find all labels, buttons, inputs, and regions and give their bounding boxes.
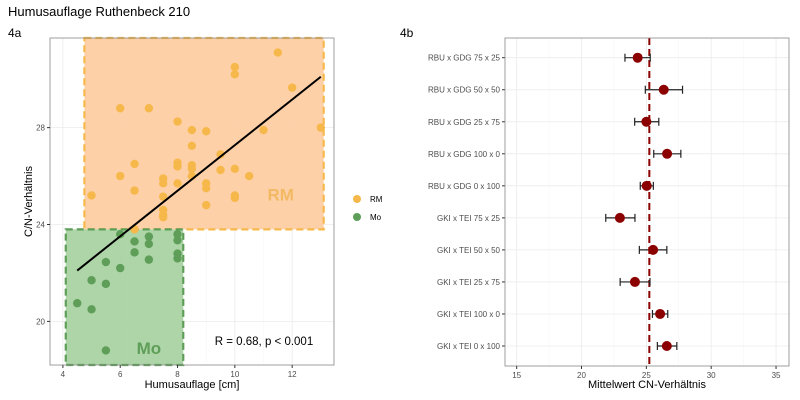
data-point-rm bbox=[158, 192, 168, 201]
data-point-mo bbox=[116, 230, 125, 239]
data-point-rm bbox=[187, 125, 197, 135]
y-tick-label: 28 bbox=[36, 124, 45, 133]
regression-line bbox=[76, 75, 322, 272]
data-point-rm bbox=[158, 179, 168, 188]
panel-label-4b: 4b bbox=[400, 26, 414, 40]
y-tick-label: GKI x TEI 100 x 0 bbox=[437, 310, 501, 319]
plot-border bbox=[49, 37, 335, 366]
data-point-mo bbox=[101, 257, 111, 267]
data-point-mo bbox=[173, 236, 182, 245]
y-tick-label: GKI x TEI 75 x 25 bbox=[437, 214, 501, 223]
x-tick-label: 6 bbox=[118, 370, 123, 379]
data-point-mo bbox=[144, 255, 154, 264]
mean-point bbox=[658, 84, 669, 95]
data-point-mo bbox=[101, 279, 111, 289]
mean-point bbox=[641, 116, 652, 127]
x-tick-label: 25 bbox=[642, 371, 651, 380]
data-point-rm bbox=[158, 213, 168, 222]
data-point-rm bbox=[230, 62, 240, 72]
y-tick-label: GKI x TEI 50 x 50 bbox=[437, 246, 501, 255]
legend-key-rm bbox=[353, 195, 361, 203]
y-tick-label: 24 bbox=[36, 221, 45, 230]
data-point-mo bbox=[87, 305, 96, 314]
data-point-rm bbox=[87, 191, 96, 200]
y-tick-label: RBU x GDG 0 x 100 bbox=[428, 182, 501, 191]
legend-key-mo bbox=[353, 213, 361, 221]
mean-point bbox=[662, 148, 673, 159]
data-point-rm bbox=[201, 127, 211, 136]
data-point-rm bbox=[187, 141, 197, 150]
data-point-rm bbox=[130, 186, 139, 195]
region-mo bbox=[64, 228, 185, 367]
panel-label-4a: 4a bbox=[8, 26, 22, 40]
data-point-rm bbox=[130, 159, 139, 169]
data-point-rm bbox=[187, 164, 197, 173]
data-point-rm bbox=[201, 200, 211, 210]
x-tick-label: 10 bbox=[230, 370, 239, 379]
data-point-mo bbox=[101, 346, 111, 355]
figure-title: Humusauflage Ruthenbeck 210 bbox=[8, 4, 190, 19]
y-tick-label: RBU x GDG 75 x 25 bbox=[428, 54, 501, 63]
x-tick-label: 30 bbox=[707, 371, 716, 380]
data-point-rm bbox=[144, 104, 154, 113]
data-point-rm bbox=[230, 193, 240, 203]
data-point-rm bbox=[287, 83, 297, 92]
x-axis-title: Humusauflage [cm] bbox=[145, 379, 240, 391]
x-tick-label: 20 bbox=[577, 371, 586, 380]
mean-point bbox=[629, 276, 640, 287]
data-point-rm bbox=[244, 171, 254, 181]
mean-point bbox=[655, 308, 666, 319]
mean-point bbox=[641, 180, 652, 191]
x-tick-label: 4 bbox=[61, 370, 66, 379]
forest-panel: RBU x GDG 75 x 25 RBU x GDG 50 x 50 RBU x … bbox=[428, 37, 790, 391]
region-label-mo: Mo bbox=[137, 339, 162, 358]
data-point-rm bbox=[173, 117, 182, 126]
x-tick-label: 35 bbox=[772, 371, 781, 380]
y-tick-label: RBU x GDG 100 x 0 bbox=[428, 150, 501, 159]
data-point-rm bbox=[201, 183, 211, 193]
data-point-rm bbox=[216, 150, 225, 159]
y-tick-label: GKI x TEI 0 x 100 bbox=[437, 342, 501, 351]
plot-border bbox=[504, 37, 790, 367]
x-axis-title: Mittelwert CN-Verhältnis bbox=[588, 379, 706, 391]
data-point-rm bbox=[116, 104, 125, 113]
data-point-rm bbox=[116, 171, 125, 181]
region-label-rm: RM bbox=[267, 185, 293, 204]
correlation-annotation: R = 0.68, p < 0.001 bbox=[215, 336, 313, 348]
data-point-rm bbox=[259, 125, 268, 135]
x-tick-label: 8 bbox=[175, 370, 180, 379]
data-point-rm bbox=[316, 123, 326, 132]
data-point-mo bbox=[73, 299, 82, 308]
data-point-mo bbox=[87, 276, 96, 285]
mean-point bbox=[614, 212, 625, 223]
data-point-mo bbox=[130, 237, 139, 246]
x-tick-label: 15 bbox=[512, 371, 521, 380]
y-tick-label: GKI x TEI 25 x 75 bbox=[437, 278, 501, 287]
mean-point bbox=[632, 52, 643, 63]
scatter-panel: RM Mo R = 0.68, p < 0.001 4 6 8 10 12 20 24 28 Humu… bbox=[23, 36, 383, 391]
plot-background bbox=[505, 38, 789, 366]
legend-label-rm: RM bbox=[370, 195, 383, 204]
data-point-rm bbox=[230, 164, 240, 173]
data-point-rm bbox=[173, 162, 182, 171]
mean-point bbox=[648, 244, 659, 255]
data-point-mo bbox=[130, 248, 139, 257]
data-point-mo bbox=[116, 263, 125, 273]
x-tick-label: 12 bbox=[288, 370, 297, 379]
y-tick-label: 20 bbox=[36, 317, 45, 326]
y-tick-label: RBU x GDG 25 x 75 bbox=[428, 118, 501, 127]
data-point-rm bbox=[273, 48, 283, 57]
legend-label-mo: Mo bbox=[370, 213, 382, 222]
data-point-mo bbox=[144, 232, 154, 241]
data-point-mo bbox=[144, 239, 154, 249]
data-point-rm bbox=[216, 165, 225, 175]
y-axis-title: C/N-Verhältnis bbox=[23, 166, 35, 237]
data-point-rm bbox=[230, 70, 240, 79]
y-tick-label: RBU x GDG 50 x 50 bbox=[428, 86, 501, 95]
mean-point bbox=[661, 341, 672, 351]
data-point-mo bbox=[173, 254, 182, 263]
data-point-mo bbox=[173, 230, 182, 239]
data-point-rm bbox=[173, 179, 182, 188]
